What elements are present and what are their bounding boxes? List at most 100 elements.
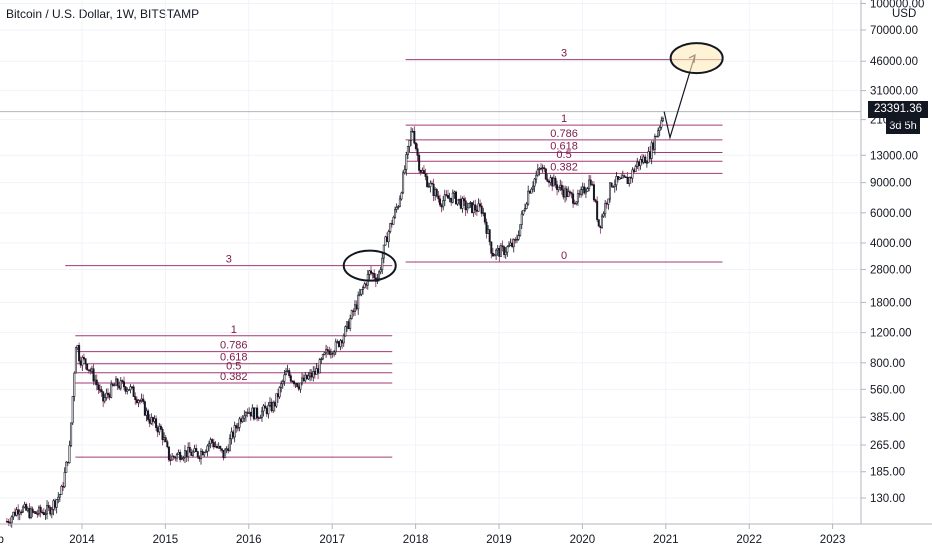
candle-body [240,418,243,422]
candle-body [514,239,517,241]
candle-body [570,192,573,195]
candle-body [309,372,312,377]
candle-body [212,442,215,448]
candle-body [488,229,491,243]
candle-body [583,186,586,194]
candle-body [424,173,427,177]
y-tick-label: 130.00 [870,493,905,505]
fib-level-label: 0.5 [556,149,571,161]
candle-body [644,156,647,164]
candle-body [296,382,299,387]
candle-body [108,394,111,398]
candle-body [227,448,230,452]
candle-body [177,452,180,455]
candle-body [581,186,584,190]
candle-body [195,448,198,452]
fib-retracements: 10.7860.6180.50.38210.7860.6180.50.38203… [65,48,723,458]
y-tick-label: 2800.00 [870,265,912,277]
candle-body [517,235,520,240]
candle-body [175,453,178,459]
candle-body [572,193,575,204]
candle-body [347,321,350,329]
candle-body [413,130,416,144]
candle-body [321,354,324,360]
candle-body [171,455,174,461]
candle-body [469,202,472,204]
candle-body [520,213,523,225]
candle-body [166,441,169,448]
candle-body [641,159,644,163]
candle-body [105,392,108,398]
candle-body [549,177,552,183]
candle-body [310,372,313,378]
candle-body [167,446,170,461]
candle-body [38,506,41,515]
candle-body [485,221,488,234]
fib-level-label: 0.5 [226,361,241,373]
candle-body [315,368,318,375]
candle-body [378,271,381,279]
candle-body [17,509,20,515]
candle-body [416,148,419,156]
y-tick-label: 9000.00 [870,178,912,190]
candle-body [25,504,28,511]
candle-body [390,223,393,225]
extension-label: 3 [226,254,232,266]
highlight-ellipse [669,42,724,75]
candle-body [153,418,156,422]
candle-body [536,169,539,176]
candle-body [445,194,448,196]
y-tick-label: 4000.00 [870,238,912,250]
candle-body [660,120,663,128]
candle-body [62,485,65,488]
candle-body [224,449,227,459]
candle-body [525,203,528,209]
candle-body [248,411,251,414]
candle-body [285,371,288,376]
candle-body [55,499,58,508]
candle-body [264,405,267,409]
candle-body [339,340,342,347]
time-axis[interactable]: Feb 2014 2015 2016 2017 2018 2019 2020 2021 2022 2… [0,524,845,546]
candle-body [430,182,433,185]
candle-body [71,396,74,424]
candle-body [188,446,191,453]
candle-body [291,380,294,383]
candle-body [482,212,485,214]
candle-body [293,381,296,385]
candle-body [34,511,37,514]
candle-body [179,452,182,460]
candle-body [400,192,403,200]
candle-body [18,511,21,515]
candle-body [586,188,589,192]
candle-body [397,206,400,208]
candle-body [607,198,610,205]
candle-body [661,118,664,122]
candle-body [411,130,414,133]
candle-body [39,506,42,513]
candle-body [211,439,214,443]
candle-body [111,383,114,386]
candle-body [193,448,196,453]
candle-body [564,188,567,198]
candle-body [9,522,12,524]
price-axis[interactable]: 130.00 185.00 265.00 385.00 560.00 800.00 1200… [861,0,924,505]
candle-body [626,176,629,184]
candle-body [594,199,597,202]
candle-body [657,130,660,137]
candle-body [652,142,655,150]
candle-body [464,200,467,211]
candle-body [251,407,254,417]
candle-body [551,177,554,187]
candle-body [567,191,570,197]
y-tick-label: 31000.00 [870,86,918,98]
candle-body [552,177,555,187]
candle-body [623,175,626,178]
candle-body [528,190,531,194]
candle-body [148,419,151,424]
candle-body [541,167,544,169]
y-tick-label: 560.00 [870,384,905,396]
candle-body [333,351,336,355]
candle-body [272,402,275,412]
